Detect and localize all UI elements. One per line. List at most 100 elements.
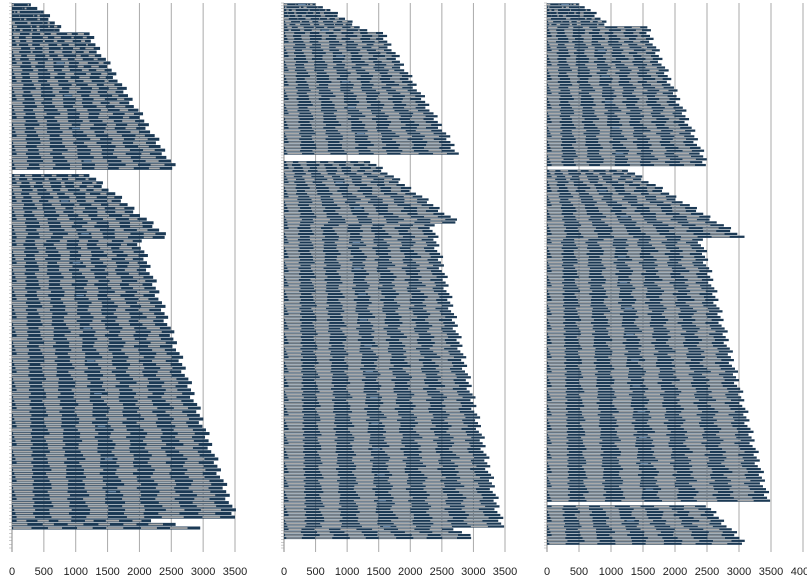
bar-segment — [86, 73, 91, 75]
bar-segment — [368, 135, 383, 138]
bar-segment — [658, 508, 672, 510]
bar-segment — [444, 419, 463, 421]
bar-segment — [651, 244, 666, 247]
bar-segment — [569, 89, 582, 92]
bar-segment — [664, 107, 674, 109]
bar-segment — [427, 330, 443, 333]
bar-segment — [420, 445, 438, 447]
bar-segment — [46, 410, 60, 413]
bar-segment — [284, 101, 299, 103]
bar-row-158 — [284, 456, 490, 459]
bar-segment — [549, 494, 568, 496]
bar-segment — [357, 482, 374, 485]
bar-segment — [547, 273, 564, 275]
bar-segment — [147, 461, 166, 464]
bar-segment — [316, 167, 326, 169]
bar-segment — [356, 465, 373, 467]
bar-highlight — [618, 256, 626, 258]
bar-segment — [637, 336, 653, 338]
bar-segment — [76, 54, 81, 57]
bar-segment — [429, 528, 442, 530]
bar-segment — [383, 181, 390, 183]
bar-segment — [353, 84, 362, 86]
bar-segment — [52, 102, 64, 104]
bar-segment — [659, 497, 678, 499]
bar-segment — [567, 187, 578, 189]
bar-segment — [16, 479, 34, 482]
bar-segment — [15, 385, 31, 388]
bar-segment — [664, 310, 681, 312]
bar-segment — [570, 193, 580, 195]
bar-segment — [695, 325, 710, 327]
bar-segment — [650, 161, 666, 163]
bar-segment — [616, 445, 636, 447]
bar-segment — [49, 512, 69, 515]
bar-segment — [287, 511, 307, 513]
bar-segment — [584, 497, 606, 499]
bar-segment — [398, 216, 411, 218]
bar-segment — [443, 393, 459, 396]
bar-segment — [692, 522, 710, 525]
bar-segment — [580, 173, 586, 175]
bar-segment — [64, 62, 70, 64]
bar-segment — [579, 422, 600, 424]
bar-row-30 — [284, 89, 417, 92]
bar-segment — [12, 156, 28, 159]
bar-segment — [16, 280, 26, 282]
bar-segment — [359, 101, 367, 103]
bar-row-48 — [547, 140, 694, 144]
bar-segment — [99, 258, 112, 260]
bar-segment — [646, 396, 664, 399]
bar-segment — [41, 381, 59, 384]
bar-highlight — [383, 526, 391, 527]
bar-row-167 — [547, 482, 760, 485]
bar-segment — [585, 434, 601, 436]
bar-segment — [29, 73, 38, 75]
bar-segment — [584, 52, 595, 54]
bar-segment — [47, 461, 65, 464]
bar-row-133 — [547, 384, 738, 388]
bar-segment — [589, 92, 603, 94]
bar-row-89 — [12, 326, 171, 330]
bar-segment — [313, 247, 324, 249]
bar-segment — [99, 112, 113, 115]
bar-segment — [700, 348, 718, 350]
bar-segment — [13, 487, 34, 489]
bar-segment — [656, 92, 663, 94]
bar-segment — [370, 167, 376, 169]
bar-segment — [679, 413, 697, 416]
bar-segment — [315, 342, 330, 344]
bar-segment — [572, 121, 582, 123]
bar-segment — [43, 356, 58, 359]
bar-segment — [24, 18, 27, 21]
bar-segment — [565, 184, 575, 186]
bar-segment — [687, 279, 702, 281]
bar-segment — [394, 284, 410, 287]
bar-segment — [612, 399, 632, 401]
bar-segment — [624, 64, 634, 66]
bar-segment — [68, 91, 77, 93]
bar-segment — [32, 189, 38, 191]
bar-segment — [28, 43, 33, 46]
bar-segment — [33, 83, 41, 86]
bar-segment — [346, 152, 359, 155]
bar-segment — [295, 3, 297, 6]
bar-segment — [665, 342, 684, 344]
bar-segment — [575, 256, 589, 258]
bar-segment — [79, 112, 89, 115]
bar-segment — [548, 462, 569, 465]
bar-segment — [12, 3, 14, 6]
bar-row-87 — [547, 252, 702, 256]
bar-segment — [106, 527, 124, 529]
bar-segment — [124, 501, 141, 504]
bar-row-112 — [12, 410, 197, 414]
bar-segment — [91, 65, 99, 68]
bar-segment — [560, 170, 569, 172]
bar-segment — [412, 259, 428, 261]
bar-segment — [663, 325, 682, 327]
bar-segment — [609, 362, 627, 364]
bar-row-118 — [547, 341, 724, 345]
bar-segment — [696, 494, 713, 496]
bar-segment — [661, 293, 673, 295]
bar-segment — [301, 35, 310, 37]
